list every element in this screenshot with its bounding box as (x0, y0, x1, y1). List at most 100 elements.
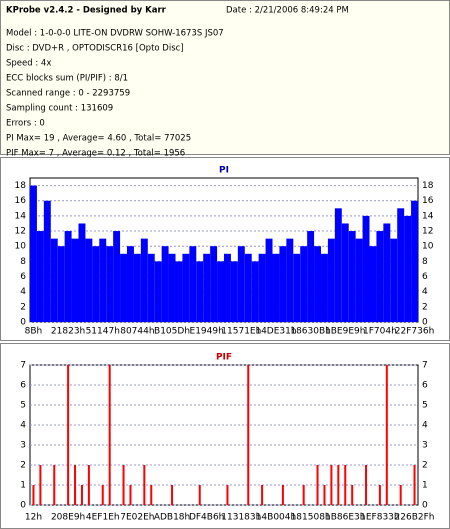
info-line: Errors : 0 (6, 119, 45, 129)
bar (411, 200, 418, 322)
info-line: Scanned range : 0 - 2293759 (6, 89, 130, 99)
y-tick-label: 10 (15, 242, 27, 252)
bar (113, 231, 121, 322)
x-tick-label: 181508h (291, 513, 331, 523)
info-line: Sampling count : 131609 (6, 104, 113, 114)
bar (334, 208, 342, 322)
x-tick-label: 14B004h (256, 513, 297, 523)
bar (71, 238, 79, 322)
y-tick-label: 7 (20, 361, 26, 371)
bar (67, 365, 70, 505)
bar (365, 465, 368, 505)
bar (189, 246, 197, 322)
x-tick-label: 51147h (86, 327, 120, 337)
info-line: Disc : DVD+R , OPTODISCR16 [Opto Disc] (6, 44, 184, 54)
y-tick-label: 2 (20, 461, 26, 471)
bar (133, 253, 141, 322)
bar (286, 238, 294, 322)
bar (413, 465, 416, 505)
y-tick-label-right: 4 (422, 287, 428, 297)
bar (300, 246, 308, 322)
bar (198, 485, 201, 505)
y-tick-label-right: 2 (422, 302, 428, 312)
bar (330, 465, 333, 505)
x-tick-label: ADB18h (154, 513, 190, 523)
bar (383, 223, 391, 322)
bar (265, 238, 273, 322)
bar (106, 246, 114, 322)
x-tick-label: E1949h (190, 327, 224, 337)
bar (50, 238, 58, 322)
y-tick-label-right: 16 (422, 196, 434, 206)
y-tick-label: 2 (20, 302, 26, 312)
x-tick-label: 8Bh (25, 327, 43, 337)
bar (314, 246, 321, 322)
bar (316, 465, 319, 505)
bar (64, 231, 72, 322)
bar (378, 485, 381, 505)
app-title: KProbe v2.4.2 - Designed by Karr (6, 6, 167, 16)
bar (120, 253, 127, 322)
bar (244, 253, 252, 322)
y-tick-label-right: 0 (422, 501, 428, 511)
bar (321, 253, 328, 322)
bar (36, 231, 44, 322)
info-background (0, 0, 450, 155)
y-tick-label-right: 5 (422, 401, 428, 411)
bar (348, 231, 356, 322)
y-tick-label: 14 (15, 211, 27, 221)
chart-title: PIF (216, 353, 232, 363)
y-tick-label-right: 2 (422, 461, 428, 471)
bar (140, 238, 148, 322)
y-tick-label-right: 8 (422, 257, 428, 267)
x-tick-label: 4EF1Eh (86, 513, 120, 523)
y-tick-label: 3 (20, 441, 26, 451)
bar (376, 231, 384, 322)
x-tick-label: 12h (25, 513, 42, 523)
x-tick-label: 208E9h (51, 513, 85, 523)
bar (251, 261, 259, 322)
y-tick-label-right: 10 (422, 242, 434, 252)
bar (302, 485, 305, 505)
bar (385, 365, 388, 505)
y-tick-label: 1 (20, 481, 26, 491)
bar (175, 261, 183, 322)
x-tick-label: 1B86E3h (325, 513, 365, 523)
bar (171, 485, 174, 505)
info-line: PIF Max= 7 , Average= 0.12 , Total= 1956 (6, 149, 185, 159)
y-tick-label-right: 14 (422, 211, 434, 221)
bar (53, 465, 56, 505)
x-tick-label: 1BE9E9h (325, 327, 365, 337)
y-tick-label-right: 18 (422, 181, 434, 191)
bar (261, 485, 264, 505)
bar (399, 485, 402, 505)
bar (355, 238, 363, 322)
y-tick-label: 5 (20, 401, 26, 411)
x-tick-label: 22F736h (395, 327, 435, 337)
bar (247, 365, 250, 505)
bar (258, 253, 266, 322)
bar (32, 485, 35, 505)
bar (87, 465, 90, 505)
bar (210, 246, 218, 322)
bar (404, 215, 412, 322)
y-tick-label: 0 (20, 318, 26, 328)
bar (92, 246, 100, 322)
bar (101, 485, 104, 505)
bar (143, 465, 146, 505)
x-tick-label: 1F704h (363, 327, 397, 337)
bar (341, 223, 349, 322)
x-tick-label: 11571Eh (221, 327, 261, 337)
y-tick-label-right: 6 (422, 272, 428, 282)
bar (281, 485, 284, 505)
bar (327, 238, 335, 322)
x-tick-label: DF4B6h (189, 513, 224, 523)
bar (30, 185, 37, 322)
bar (351, 485, 354, 505)
info-line: Speed : 4x (6, 59, 51, 69)
bar (168, 253, 176, 322)
bar (224, 253, 231, 322)
bar (390, 238, 398, 322)
plot-area (29, 364, 419, 506)
y-tick-label: 4 (20, 421, 26, 431)
